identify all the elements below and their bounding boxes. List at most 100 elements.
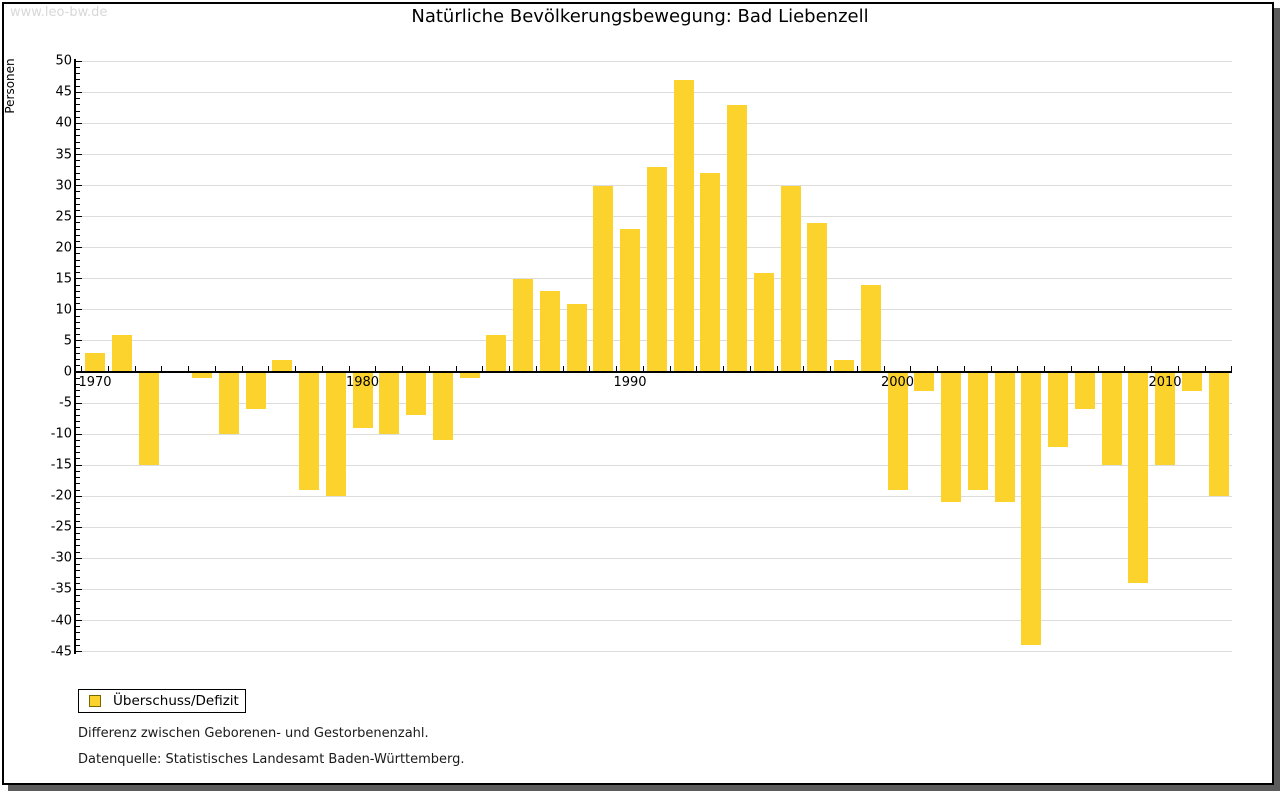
x-tick <box>723 366 725 371</box>
y-minor-tick <box>76 321 80 323</box>
x-tick <box>1204 366 1206 371</box>
x-tick-label-1970: 1970 <box>78 375 112 390</box>
y-minor-tick <box>76 104 80 106</box>
y-major-tick <box>76 247 82 249</box>
y-minor-tick <box>76 141 80 143</box>
y-minor-tick <box>76 253 80 255</box>
bar-1974 <box>192 372 212 379</box>
y-minor-tick <box>76 334 80 336</box>
y-minor-tick <box>76 638 80 640</box>
y-minor-tick <box>76 452 80 454</box>
x-tick <box>188 366 190 371</box>
y-minor-tick <box>76 365 80 367</box>
x-axis-line <box>74 371 1232 373</box>
y-minor-tick <box>76 352 80 354</box>
y-axis-line <box>74 59 76 654</box>
x-tick <box>1124 366 1126 371</box>
x-tick <box>428 366 430 371</box>
y-tick-label: -35 <box>50 581 72 597</box>
y-minor-tick <box>76 79 80 81</box>
y-tick-label: 35 <box>55 147 72 162</box>
y-minor-tick <box>76 197 80 199</box>
y-minor-tick <box>76 110 80 112</box>
y-minor-tick <box>76 328 80 329</box>
bar-2010 <box>1155 372 1175 466</box>
y-tick-label: 25 <box>55 209 72 225</box>
y-minor-tick <box>76 284 80 286</box>
x-tick <box>1177 366 1179 371</box>
x-tick <box>268 366 270 371</box>
x-tick <box>562 366 564 371</box>
y-minor-tick <box>76 483 80 485</box>
y-tick-label: -25 <box>50 519 72 535</box>
y-minor-tick <box>76 408 80 410</box>
y-minor-tick <box>76 383 80 385</box>
gridline-45 <box>76 91 1232 93</box>
bar-2011 <box>1181 372 1202 391</box>
y-minor-tick <box>76 85 80 87</box>
x-tick <box>776 366 778 371</box>
y-minor-tick <box>76 632 80 634</box>
gridline-50 <box>76 60 1232 62</box>
y-minor-tick <box>76 272 80 274</box>
x-tick <box>482 366 484 371</box>
bar-1985 <box>486 334 507 372</box>
y-tick-label: 40 <box>55 115 72 131</box>
bar-2008 <box>1101 372 1122 466</box>
bar-1979 <box>325 372 346 497</box>
x-tick <box>375 366 377 371</box>
x-tick <box>696 366 698 371</box>
bar-1993 <box>700 173 721 372</box>
y-minor-tick <box>76 508 80 510</box>
y-minor-tick <box>76 178 80 180</box>
y-major-tick <box>76 588 82 590</box>
x-tick <box>509 366 511 371</box>
gridline-40 <box>76 122 1232 124</box>
x-tick <box>295 366 297 371</box>
y-minor-tick <box>76 265 80 267</box>
bar-1982 <box>406 372 426 416</box>
x-tick <box>589 366 591 371</box>
y-minor-tick <box>76 520 80 522</box>
y-major-tick <box>76 526 82 528</box>
x-tick <box>669 366 671 371</box>
x-tick <box>937 366 939 371</box>
y-minor-tick <box>76 73 80 75</box>
y-minor-tick <box>76 458 80 460</box>
y-minor-tick <box>76 172 80 174</box>
bar-1988 <box>566 303 587 372</box>
gridline-35 <box>76 154 1232 155</box>
x-tick <box>161 366 163 371</box>
y-minor-tick <box>76 421 80 423</box>
y-minor-tick <box>76 613 80 615</box>
y-minor-tick <box>76 564 80 566</box>
bar-2006 <box>1048 372 1068 447</box>
y-minor-tick <box>76 359 80 361</box>
x-tick <box>990 366 992 371</box>
bar-2009 <box>1128 372 1149 584</box>
y-tick-label: 50 <box>55 53 72 69</box>
bar-1999 <box>860 285 881 372</box>
legend: Überschuss/Defizit <box>78 689 246 713</box>
x-tick <box>134 366 136 371</box>
legend-label: Überschuss/Defizit <box>113 693 239 709</box>
y-minor-tick <box>76 228 80 230</box>
y-minor-tick <box>76 501 80 503</box>
bar-1977 <box>272 359 293 372</box>
y-tick-label: 30 <box>55 178 72 194</box>
y-tick-label: 15 <box>55 271 72 287</box>
bar-1984 <box>459 372 480 379</box>
bar-2003 <box>967 372 988 491</box>
y-major-tick <box>76 340 82 342</box>
y-minor-tick <box>76 470 80 472</box>
y-minor-tick <box>76 595 80 597</box>
y-minor-tick <box>76 626 80 628</box>
bar-1989 <box>593 185 614 372</box>
y-minor-tick <box>76 222 80 224</box>
y-minor-tick <box>76 346 80 348</box>
gridline--45 <box>76 651 1232 653</box>
bar-1995 <box>753 272 774 372</box>
x-tick <box>830 366 832 371</box>
y-tick-label: 20 <box>55 240 72 256</box>
